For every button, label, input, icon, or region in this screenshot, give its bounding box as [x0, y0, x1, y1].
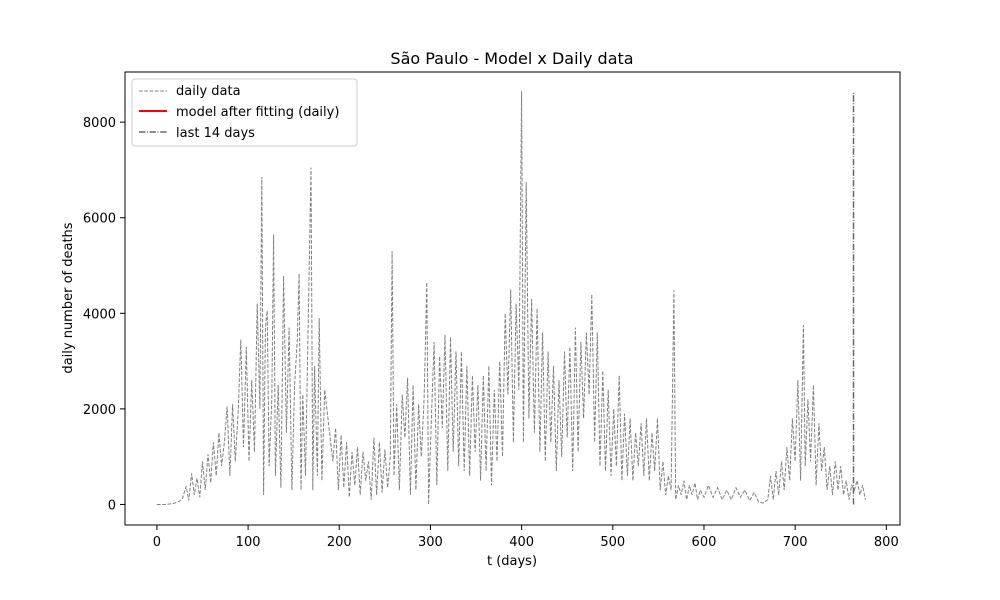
x-tick-label: 400: [509, 535, 534, 550]
x-tick-label: 200: [327, 535, 352, 550]
y-tick-label: 8000: [83, 116, 116, 131]
x-tick-label: 800: [874, 535, 899, 550]
x-tick-label: 500: [600, 535, 625, 550]
y-tick-label: 4000: [83, 307, 116, 322]
x-tick-label: 0: [153, 535, 161, 550]
x-tick-label: 700: [783, 535, 808, 550]
y-tick-label: 6000: [83, 212, 116, 227]
legend-label-last-14-days: last 14 days: [176, 126, 255, 141]
x-axis-label: t (days): [487, 554, 537, 569]
legend: daily data model after fitting (daily) l…: [131, 78, 358, 147]
x-axis: 0 100 200 300 400 500 600 700 800: [153, 525, 899, 550]
series-line-daily-data: [156, 91, 866, 505]
plot-area: [156, 91, 866, 505]
legend-label-model: model after fitting (daily): [176, 105, 339, 120]
x-tick-label: 600: [692, 535, 717, 550]
y-axis-label: daily number of deaths: [61, 222, 76, 373]
plot-frame: [124, 71, 901, 526]
y-axis: 0 2000 4000 6000 8000: [83, 116, 125, 513]
x-tick-label: 100: [236, 535, 261, 550]
legend-box: [131, 78, 358, 147]
y-tick-label: 2000: [83, 403, 116, 418]
x-tick-label: 300: [418, 535, 443, 550]
y-tick-label: 0: [108, 498, 116, 513]
legend-label-daily-data: daily data: [176, 84, 241, 99]
chart-title: São Paulo - Model x Daily data: [390, 49, 633, 68]
